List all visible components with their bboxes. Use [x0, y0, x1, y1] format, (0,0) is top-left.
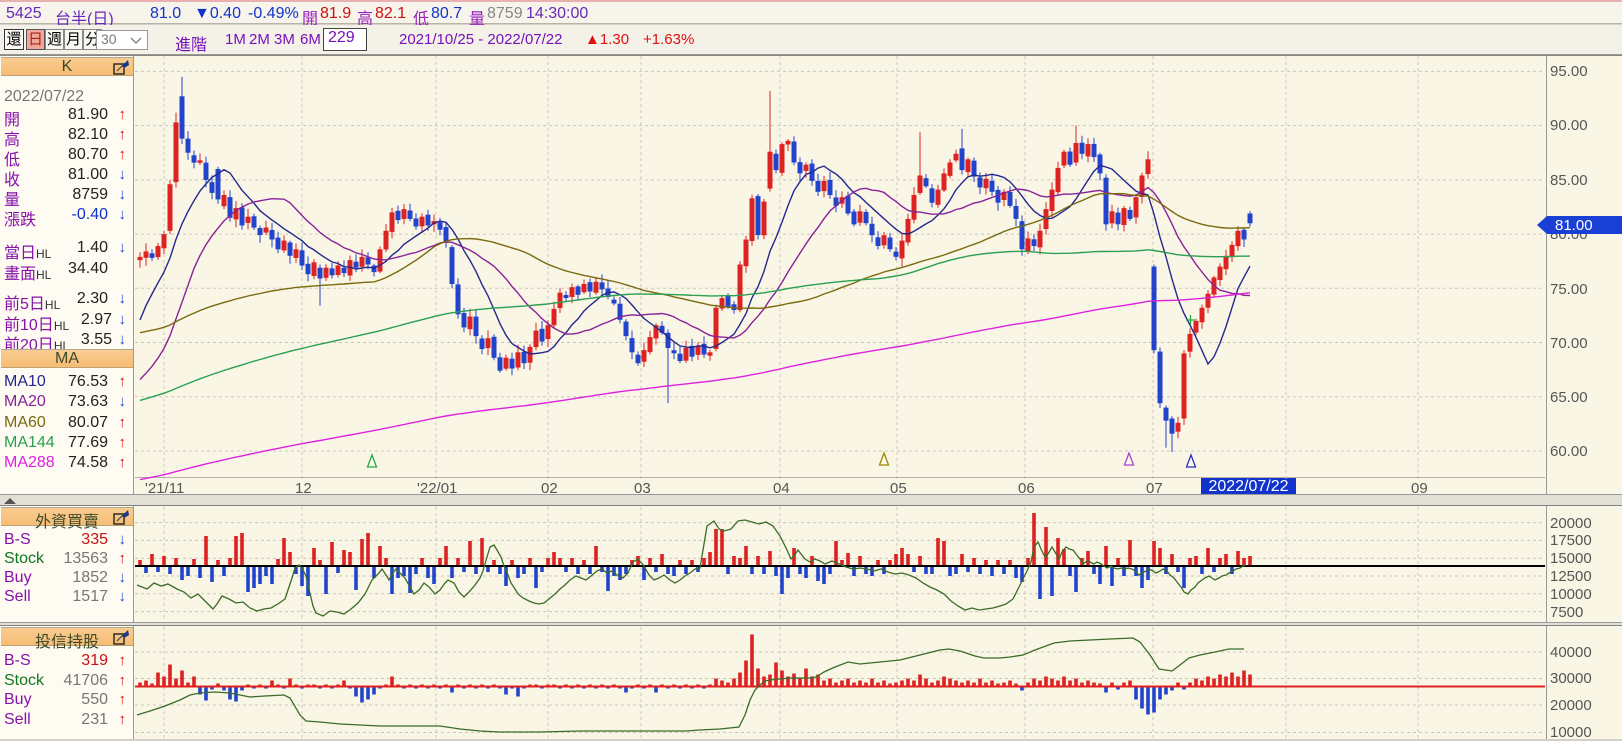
- svg-text:81.00: 81.00: [1555, 217, 1593, 234]
